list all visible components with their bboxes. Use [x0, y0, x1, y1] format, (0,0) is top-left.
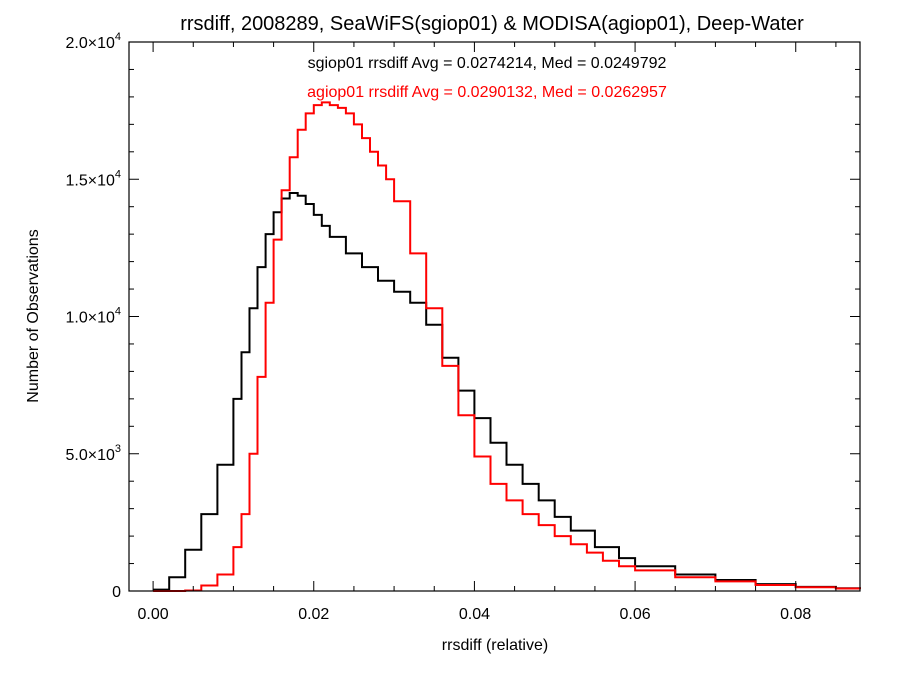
tick-layer: 0.00 0.02 0.04 0.06 0.08 0 5.0×103 1.0×104 1.5×1…: [65, 31, 860, 623]
series-layer: [153, 101, 861, 592]
x-tick-label-1: 0.02: [298, 606, 329, 623]
x-tick-label-3: 0.06: [620, 606, 651, 623]
y-tick-label-0: 0: [112, 584, 121, 601]
annotation-layer: sgiop01 rrsdiff Avg = 0.0274214, Med = 0…: [307, 55, 667, 101]
chart-title: rrsdiff, 2008289, SeaWiFS(sgiop01) & MOD…: [180, 13, 804, 35]
y-tick-label-3: 1.5×104: [65, 168, 121, 189]
series-line-0: [153, 192, 861, 591]
x-axis-label: rrsdiff (relative): [442, 637, 548, 654]
y-axis-label: Number of Observations: [25, 229, 42, 402]
x-tick-label-0: 0.00: [138, 606, 169, 623]
series-line-1: [153, 101, 861, 592]
y-tick-label-1: 5.0×103: [65, 443, 121, 464]
annotation-sgiop01: sgiop01 rrsdiff Avg = 0.0274214, Med = 0…: [308, 55, 667, 72]
x-tick-label-2: 0.04: [459, 606, 490, 623]
x-tick-label-4: 0.08: [780, 606, 811, 623]
y-tick-label-4: 2.0×104: [65, 31, 121, 52]
annotation-agiop01: agiop01 rrsdiff Avg = 0.0290132, Med = 0…: [307, 84, 667, 101]
y-tick-label-2: 1.0×104: [65, 306, 121, 327]
